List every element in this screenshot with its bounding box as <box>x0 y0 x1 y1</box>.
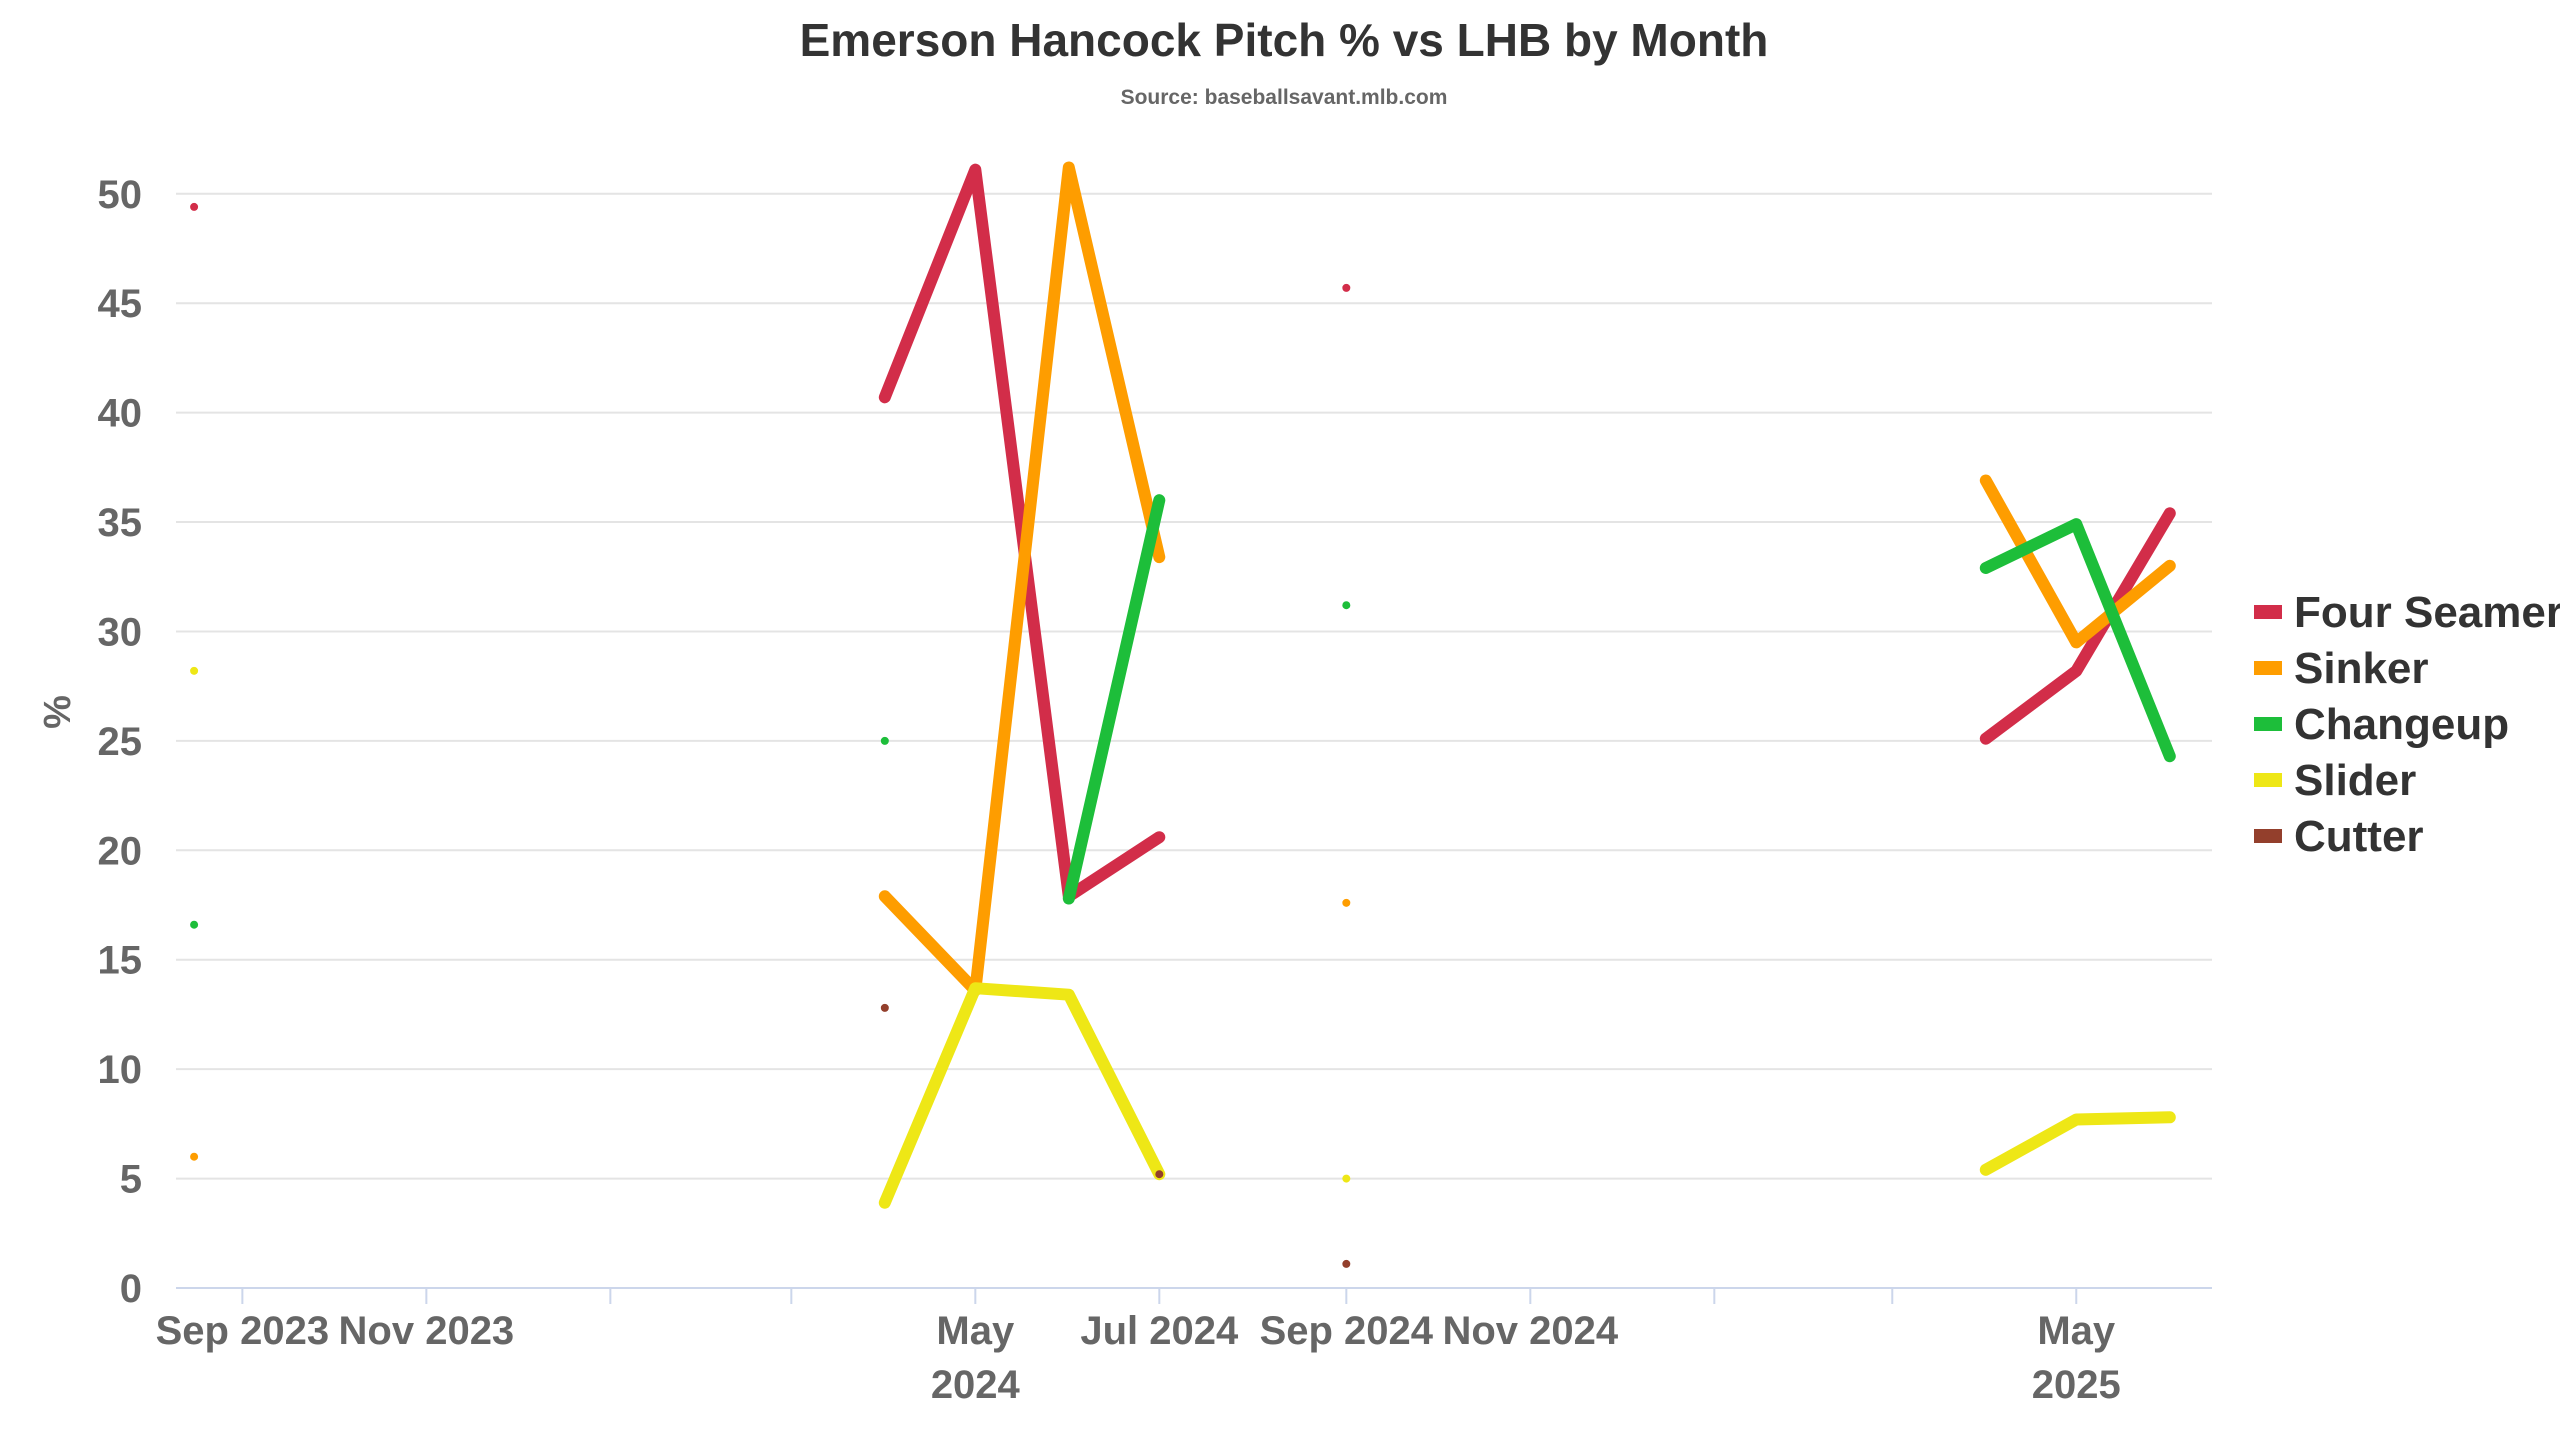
x-tick-label: Nov 2023 <box>339 1309 515 1353</box>
series-line <box>1979 518 2176 763</box>
chart-subtitle: Source: baseballsavant.mlb.com <box>1121 86 1448 109</box>
y-tick-label: 5 <box>120 1158 142 1202</box>
data-point <box>1342 1259 1351 1268</box>
series-sinker <box>190 161 2176 1161</box>
x-tick-label: May 2024 <box>931 1309 1021 1407</box>
y-tick-label: 50 <box>98 173 143 217</box>
x-tick-label: May 2025 <box>2032 1309 2121 1407</box>
x-tick-label: Sep 2023 <box>156 1309 329 1353</box>
grid-lines <box>176 192 2212 1180</box>
series-line <box>1979 507 2176 745</box>
chart-title: Emerson Hancock Pitch % vs LHB by Month <box>800 14 1769 66</box>
data-point <box>1342 601 1351 610</box>
series-four-seamer <box>190 163 2176 903</box>
y-axis-label: % <box>37 695 79 729</box>
x-axis: Sep 2023 Nov 2023 May 2024 Jul 2024 Sep 2024 N… <box>156 1287 2212 1407</box>
y-tick-label: 30 <box>98 610 143 654</box>
x-tick-label: Sep 2024 <box>1260 1309 1434 1353</box>
series-cutter <box>880 1003 1351 1268</box>
data-point <box>1342 1174 1351 1183</box>
legend-label: Changeup <box>2294 700 2509 749</box>
y-tick-label: 10 <box>98 1048 143 1092</box>
data-point <box>190 666 199 675</box>
legend-item[interactable]: Four Seamer <box>2254 588 2560 637</box>
y-tick-label: 20 <box>98 829 143 873</box>
legend-item[interactable]: Changeup <box>2254 700 2509 749</box>
y-tick-label: 0 <box>120 1267 142 1311</box>
series-line <box>878 161 1166 997</box>
y-tick-label: 35 <box>98 501 143 545</box>
series-changeup <box>190 494 2176 929</box>
data-point <box>880 1003 889 1012</box>
legend-label: Cutter <box>2294 812 2424 861</box>
y-tick-label: 25 <box>98 720 143 764</box>
series-slider <box>190 666 2176 1209</box>
series-lines <box>190 161 2176 1268</box>
legend-item[interactable]: Sinker <box>2254 644 2429 693</box>
series-line <box>1979 474 2176 649</box>
series-line <box>1062 494 1166 905</box>
series-line <box>878 982 1166 1209</box>
legend-label: Four Seamer <box>2294 588 2560 637</box>
legend-item[interactable]: Slider <box>2254 756 2416 805</box>
x-tick-label: Jul 2024 <box>1080 1309 1239 1353</box>
y-tick-label: 40 <box>98 392 143 436</box>
legend[interactable]: Four Seamer Sinker Changeup Slider Cutter <box>2254 588 2560 861</box>
x-tick-label: Nov 2024 <box>1442 1309 1618 1353</box>
legend-label: Sinker <box>2294 644 2429 693</box>
data-point <box>880 736 889 745</box>
y-axis-ticks: 0 5 10 15 20 25 30 35 40 45 50 <box>98 173 143 1311</box>
data-point <box>190 202 199 211</box>
data-point <box>1342 898 1351 907</box>
data-point <box>1155 1170 1164 1179</box>
data-point <box>190 920 199 929</box>
legend-label: Slider <box>2294 756 2416 805</box>
data-point <box>190 1152 199 1161</box>
data-point <box>1342 283 1351 292</box>
legend-item[interactable]: Cutter <box>2254 812 2424 861</box>
y-tick-label: 45 <box>98 282 143 326</box>
y-tick-label: 15 <box>98 939 143 983</box>
series-line <box>1979 1111 2176 1176</box>
